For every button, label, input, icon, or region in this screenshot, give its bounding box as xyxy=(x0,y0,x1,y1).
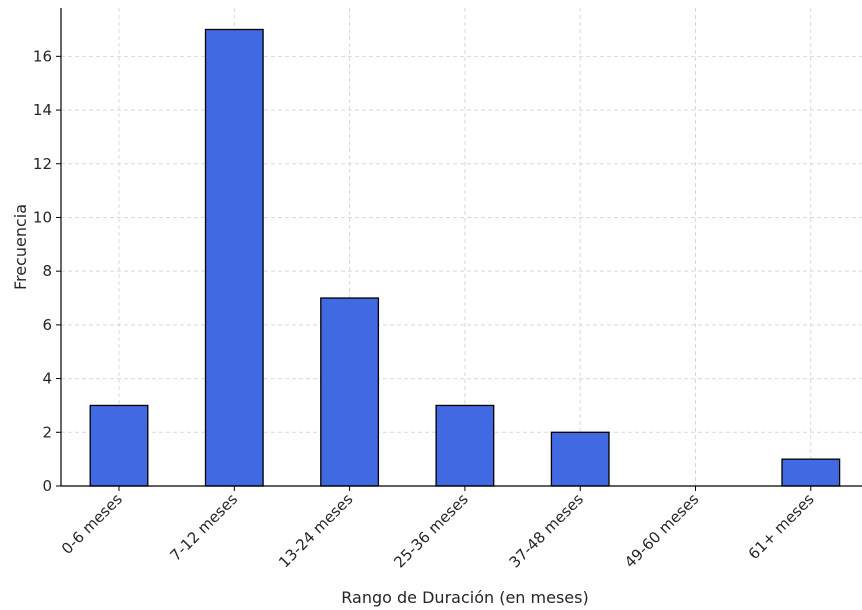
y-tick-label: 0 xyxy=(42,477,52,495)
y-tick-label: 6 xyxy=(42,316,52,334)
bar-25-36-meses xyxy=(435,404,495,487)
y-axis-title: Frecuencia xyxy=(11,204,30,290)
bar-7-12-meses xyxy=(204,28,264,487)
y-tick-label: 2 xyxy=(42,423,52,441)
bars xyxy=(89,28,841,487)
y-tick-label: 12 xyxy=(33,155,52,173)
x-axis-title: Rango de Duración (en meses) xyxy=(341,588,588,607)
y-tick-label: 4 xyxy=(42,370,52,388)
y-tick-label: 14 xyxy=(33,101,52,119)
x-tick-label: 0-6 meses xyxy=(58,490,126,558)
bar-37-48-meses xyxy=(550,431,610,487)
x-ticks: 0-6 meses 7-12 meses 13-24 meses 25-36 mese… xyxy=(58,486,818,571)
bar-13-24-meses xyxy=(320,297,380,487)
x-tick-label: 61+ meses xyxy=(745,490,818,563)
axes xyxy=(60,8,862,487)
y-ticks: 0 2 4 6 8 10 12 14 16 xyxy=(33,47,61,495)
y-tick-label: 16 xyxy=(33,47,52,65)
x-tick-label: 7-12 meses xyxy=(167,490,242,565)
x-tick-label: 13-24 meses xyxy=(275,490,356,571)
y-tick-label: 10 xyxy=(33,208,52,226)
y-tick-label: 8 xyxy=(42,262,52,280)
x-tick-label: 25-36 meses xyxy=(390,490,471,571)
bar-0-6-meses xyxy=(89,404,149,487)
x-tick-label: 37-48 meses xyxy=(506,490,587,571)
x-tick-label: 49-60 meses xyxy=(621,490,702,571)
bar-61-meses xyxy=(781,458,841,487)
